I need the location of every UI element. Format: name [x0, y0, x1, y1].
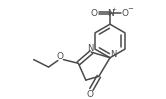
Text: N: N — [107, 9, 113, 18]
Text: O: O — [91, 9, 98, 18]
Text: N: N — [87, 44, 94, 53]
Text: O: O — [87, 90, 94, 99]
Text: −: − — [127, 6, 133, 12]
Text: N: N — [111, 50, 117, 59]
Text: O: O — [121, 9, 128, 18]
Text: +: + — [111, 7, 116, 12]
Text: O: O — [56, 52, 63, 61]
